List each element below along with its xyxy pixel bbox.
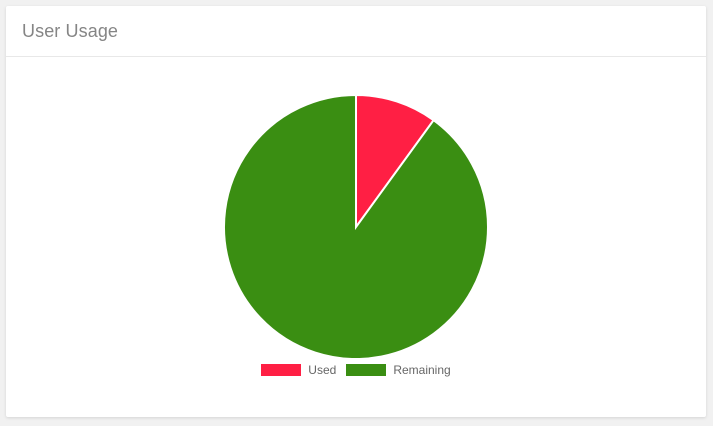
user-usage-card: User Usage Used Remaining (6, 6, 706, 417)
card-title: User Usage (22, 20, 119, 41)
pie-slice-used[interactable] (355, 93, 435, 231)
legend-swatch-remaining (346, 364, 387, 376)
legend-item-remaining[interactable]: Remaining (346, 363, 451, 377)
chart-legend: Used Remaining (6, 363, 706, 377)
legend-swatch-used (261, 364, 302, 376)
legend-item-used[interactable]: Used (261, 363, 336, 377)
pie-chart-svg (223, 93, 489, 358)
legend-label-remaining: Remaining (393, 363, 451, 377)
legend-label-used: Used (308, 363, 337, 377)
card-header: User Usage (6, 6, 706, 57)
pie-slice-remaining[interactable] (223, 93, 489, 358)
pie-chart: Used Remaining (6, 58, 706, 417)
